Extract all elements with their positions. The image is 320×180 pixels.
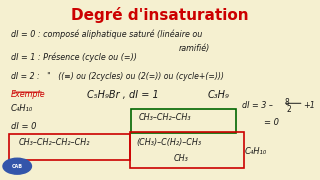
- Text: = 0: = 0: [264, 118, 279, 127]
- Text: (CH₃)–C(H₂)–CH₃: (CH₃)–C(H₂)–CH₃: [136, 138, 201, 147]
- Text: ramifié): ramifié): [179, 44, 210, 53]
- Text: dI = 3 –: dI = 3 –: [242, 101, 275, 110]
- Text: dI = 0: dI = 0: [11, 122, 36, 131]
- Text: CH₃–CH₂–CH₃: CH₃–CH₂–CH₃: [139, 113, 192, 122]
- Text: dI = 2 :   "   ((≡) ou (2cycles) ou (2(=)) ou (cycle+(=))): dI = 2 : " ((≡) ou (2cycles) ou (2(=)) o…: [11, 72, 224, 81]
- Text: +1: +1: [304, 101, 316, 110]
- Text: CAB: CAB: [12, 164, 23, 169]
- Text: C₃H₉: C₃H₉: [207, 90, 229, 100]
- Text: C₄H₁₀: C₄H₁₀: [245, 147, 267, 156]
- Text: dI = 0 : composé aliphatique saturé (linéaire ou: dI = 0 : composé aliphatique saturé (lin…: [11, 30, 202, 39]
- Text: 2: 2: [286, 105, 291, 114]
- Text: C₅H₉Br , dI = 1: C₅H₉Br , dI = 1: [87, 90, 159, 100]
- Text: CH₃–CH₂–CH₂–CH₂: CH₃–CH₂–CH₂–CH₂: [19, 138, 90, 147]
- Text: CH₃: CH₃: [174, 154, 189, 163]
- Text: 8: 8: [285, 98, 289, 107]
- Text: Degré d'insaturation: Degré d'insaturation: [71, 7, 248, 23]
- Circle shape: [3, 158, 31, 174]
- Text: dI = 1 : Présence (cycle ou (=)): dI = 1 : Présence (cycle ou (=)): [11, 53, 137, 62]
- Text: C₄H₁₀: C₄H₁₀: [11, 104, 33, 113]
- Text: Exemple: Exemple: [11, 90, 45, 99]
